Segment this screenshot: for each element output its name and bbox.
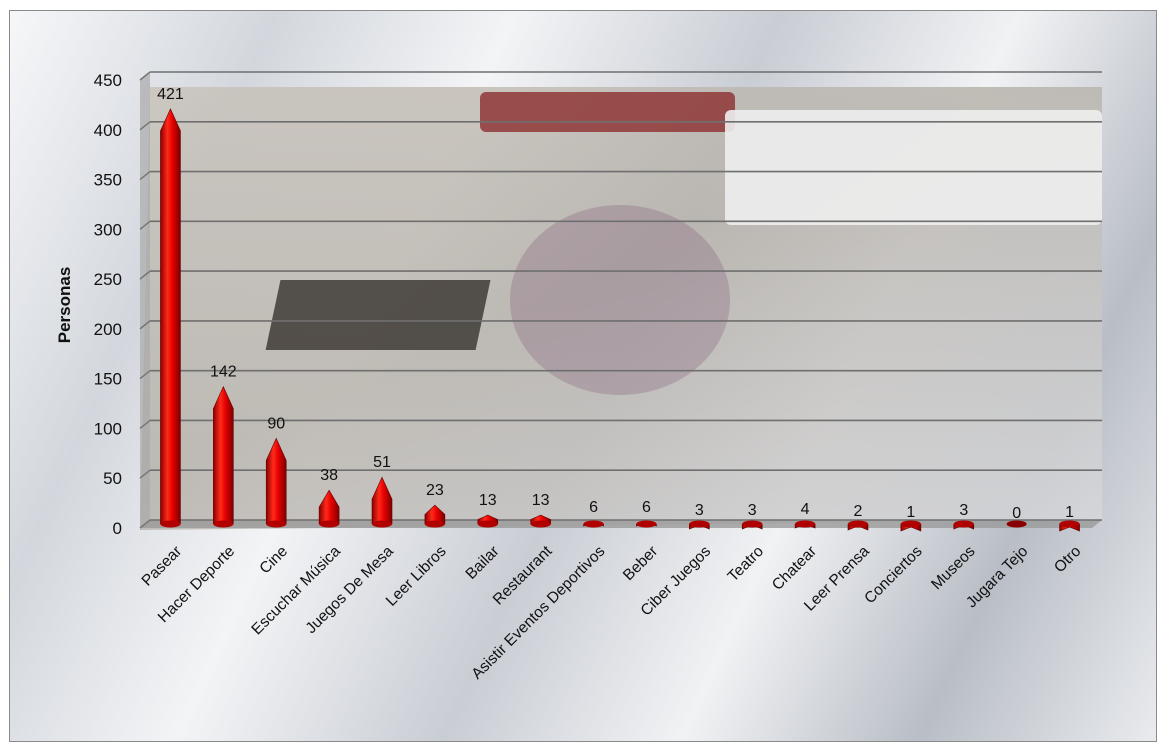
bar-base <box>213 520 234 528</box>
bar-body <box>213 385 234 525</box>
gridline-side <box>139 320 151 330</box>
bar-base <box>1006 520 1027 528</box>
gridline-side <box>139 419 151 430</box>
data-label: 6 <box>589 499 598 516</box>
data-label: 90 <box>267 415 285 432</box>
data-label: 1 <box>906 504 915 521</box>
bar <box>213 385 234 528</box>
bar-base <box>266 520 287 528</box>
bar <box>424 504 446 528</box>
bar-base <box>477 520 498 528</box>
bar <box>583 520 604 528</box>
gridlines <box>139 71 1102 529</box>
bar-base <box>848 520 868 528</box>
bar <box>636 520 657 528</box>
bar-base <box>372 520 392 528</box>
data-label: 23 <box>426 482 444 499</box>
x-category-label: Pasear <box>139 543 186 590</box>
bar <box>371 476 393 528</box>
gridline-side <box>139 370 151 380</box>
data-label: 421 <box>157 86 184 103</box>
bar-base <box>160 520 181 528</box>
data-label: 2 <box>854 503 863 520</box>
data-label: 142 <box>210 364 237 381</box>
bar-base <box>530 520 551 528</box>
bar <box>1059 520 1080 532</box>
gridline-side <box>139 71 151 81</box>
y-tick-label: 400 <box>94 121 122 140</box>
bar <box>689 520 710 530</box>
y-axis-label: Personas <box>55 267 74 344</box>
x-category-label: Museos <box>928 543 979 594</box>
data-label: 0 <box>1012 505 1021 522</box>
bar-base <box>795 520 816 528</box>
bar <box>1006 520 1027 528</box>
bar-base <box>900 520 921 528</box>
data-label: 38 <box>320 467 338 484</box>
gridline-side <box>139 170 151 181</box>
x-category-label: Cine <box>256 543 291 578</box>
y-tick-label: 0 <box>113 519 122 538</box>
bar <box>477 514 499 528</box>
bar <box>847 520 869 531</box>
gridline-side <box>139 519 151 529</box>
bar <box>160 108 181 528</box>
data-label: 6 <box>642 499 651 516</box>
side-wall <box>140 72 150 528</box>
gridline-side <box>139 121 151 131</box>
gridline-side <box>139 270 151 280</box>
y-tick-label: 200 <box>94 320 122 339</box>
x-category-label: Otro <box>1051 543 1084 576</box>
bars <box>160 108 1080 532</box>
bar-base <box>583 520 604 528</box>
bar-base <box>1059 520 1080 528</box>
data-label: 13 <box>479 492 497 509</box>
bar <box>953 520 975 530</box>
x-category-label: Teatro <box>725 543 767 585</box>
bar-base <box>689 520 710 528</box>
x-category-label: Conciertos <box>861 543 926 608</box>
bar <box>794 520 816 529</box>
gridline-side <box>139 220 151 230</box>
data-label: 3 <box>748 502 757 519</box>
x-category-label: Bailar <box>463 543 503 583</box>
bar-base <box>953 520 974 528</box>
bar-base <box>319 520 340 528</box>
bar-base <box>424 520 445 528</box>
y-tick-label: 150 <box>94 370 122 389</box>
bar <box>741 520 763 530</box>
data-label: 13 <box>532 492 550 509</box>
x-category-label: Chatear <box>769 543 820 594</box>
y-axis-ticks: 0 50 100 150 200 250 300 350 400 450 <box>94 71 122 538</box>
data-label: 3 <box>959 502 968 519</box>
plot-background-photo <box>140 87 1102 530</box>
bar <box>265 437 287 528</box>
y-tick-label: 450 <box>94 71 122 90</box>
data-label: 4 <box>801 501 810 518</box>
data-label: 3 <box>695 502 704 519</box>
y-tick-label: 250 <box>94 270 122 289</box>
x-category-label: Escuchar Música <box>248 543 344 639</box>
gridline-side <box>139 469 151 479</box>
data-label: 1 <box>1065 504 1074 521</box>
bar-body <box>160 108 181 525</box>
y-tick-label: 300 <box>94 220 122 239</box>
bar <box>318 489 340 528</box>
bar <box>900 520 922 532</box>
bar-base <box>636 520 657 528</box>
x-category-label: Beber <box>620 543 661 584</box>
y-tick-label: 100 <box>94 419 122 438</box>
y-tick-label: 350 <box>94 171 122 190</box>
bar-base <box>742 520 763 528</box>
bar <box>530 514 551 528</box>
y-tick-label: 50 <box>103 469 122 488</box>
data-label: 51 <box>373 454 391 471</box>
